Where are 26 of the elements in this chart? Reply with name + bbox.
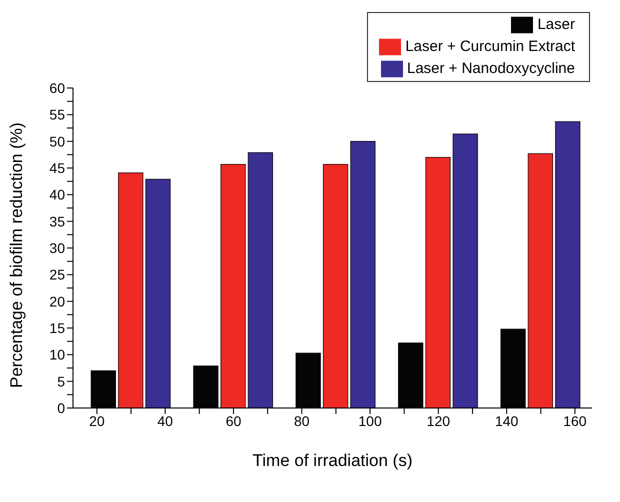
x-tick-label: 120 [426,412,450,429]
y-tick-label: 45 [49,160,66,176]
x-tick-label: 80 [294,412,310,429]
y-tick-label: 0 [57,400,66,416]
legend-label: Laser + Curcumin Extract [405,38,575,56]
x-tick-label: 100 [358,412,382,429]
y-tick-label: 10 [49,346,66,363]
legend-label: Laser [537,16,575,34]
x-axis-title: Time of irradiation (s) [252,451,412,470]
legend-label: Laser + Nanodoxycycline [406,60,575,78]
x-tick-label: 60 [226,412,242,429]
y-tick-label: 5 [57,373,66,390]
x-tick-label: 160 [563,412,587,429]
y-tick-label: 30 [49,240,66,256]
y-tick-label: 50 [49,133,66,150]
y-tick-label: 20 [49,293,66,310]
y-tick-label: 60 [49,80,66,96]
y-tick-label: 55 [49,106,66,123]
y-tick-label: 40 [49,186,66,203]
x-tick-label: 20 [89,412,105,429]
y-tick-label: 15 [49,320,66,336]
y-tick-label: 25 [49,266,66,283]
x-tick-label: 40 [157,412,174,429]
x-tick-label: 140 [494,412,519,429]
y-axis-title: Percentage of biofilm reduction (%) [7,122,26,388]
y-tick-label: 35 [49,213,66,230]
